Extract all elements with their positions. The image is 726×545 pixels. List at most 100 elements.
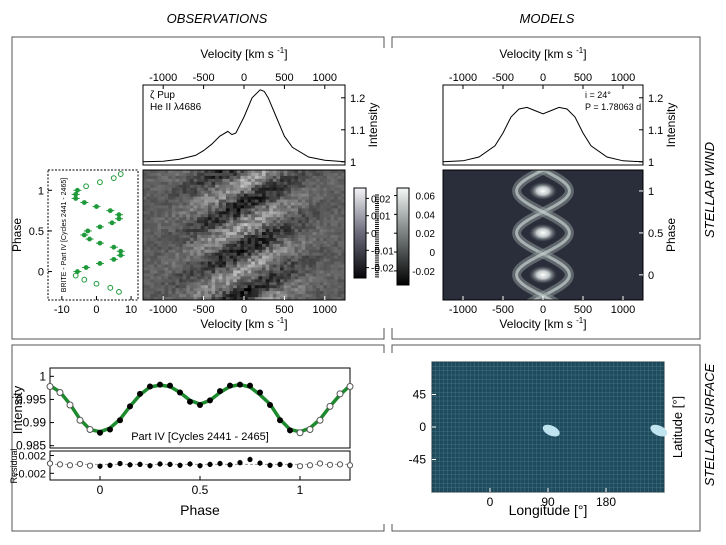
obs-dynamic-cell — [197, 235, 202, 239]
obs-dynamic-cell — [164, 175, 169, 180]
obs-dynamic-cell — [290, 243, 295, 248]
obs-dynamic-cell — [298, 217, 303, 221]
obs-dynamic-cell — [182, 202, 187, 206]
obs-dynamic-cell — [182, 220, 187, 224]
obs-dynamic-cell — [197, 297, 202, 301]
obs-dynamic-cell — [153, 276, 158, 280]
obs-dynamic-cell — [337, 223, 342, 227]
obs-dynamic-cell — [326, 267, 332, 271]
obs-dynamic-cell — [215, 282, 220, 286]
obs-dynamic-cell — [168, 184, 173, 189]
obs-dynamic-cell — [287, 249, 292, 254]
obs-dynamic-cell — [236, 243, 241, 248]
obs-dynamic-cell — [240, 211, 245, 215]
obs-dynamic-cell — [168, 220, 173, 224]
obs-dynamic-cell — [319, 232, 324, 236]
obs-dynamic-cell — [287, 246, 292, 251]
obs-dynamic-cell — [283, 258, 288, 263]
obs-dynamic-cell — [153, 184, 158, 189]
obs-dynamic-cell — [197, 294, 202, 298]
obs-dynamic-cell — [189, 211, 194, 215]
obs-dynamic-cell — [251, 226, 256, 230]
obs-dynamic-cell — [171, 208, 176, 212]
obs-dynamic-cell — [186, 276, 191, 280]
obs-dynamic-cell — [272, 175, 277, 180]
obs-dynamic-cell — [316, 258, 321, 263]
obs-dynamic-cell — [337, 258, 342, 263]
obs-dynamic-cell — [229, 214, 234, 218]
obs-dynamic-cell — [164, 249, 169, 254]
obs-dynamic-cell — [294, 294, 299, 298]
obs-dynamic-cell — [207, 205, 213, 209]
obs-dynamic-cell — [272, 267, 277, 271]
obs-dynamic-cell — [294, 273, 299, 277]
obs-dynamic-cell — [337, 285, 342, 289]
obs-dynamic-cell — [258, 220, 263, 224]
obs-dynamic-cell — [323, 273, 328, 277]
obs-dynamic-cell — [240, 246, 245, 251]
obs-dynamic-cell — [189, 240, 194, 245]
obs-dynamic-cell — [334, 279, 339, 283]
obs-dynamic-cell — [150, 193, 155, 198]
obs-dynamic-cell — [225, 170, 231, 174]
obs-dynamic-cell — [161, 232, 166, 236]
brite-point — [116, 212, 122, 218]
obs-dynamic-cell — [161, 270, 166, 274]
obs-dynamic-cell — [218, 267, 223, 271]
obs-dynamic-cell — [323, 223, 328, 227]
obs-dynamic-cell — [179, 255, 184, 260]
obs-dynamic-cell — [218, 178, 223, 183]
obs-dynamic-cell — [294, 297, 299, 301]
obs-dynamic-cell — [161, 214, 166, 218]
obs-dynamic-cell — [330, 193, 335, 198]
obs-dynamic-bottom-tick-label: 500 — [275, 304, 293, 316]
obs-dynamic-cell — [301, 282, 306, 286]
obs-dynamic-cell — [298, 258, 303, 263]
obs-dynamic-cell — [312, 172, 317, 177]
obs-dynamic-cell — [341, 223, 346, 227]
obs-dynamic-cell — [143, 181, 148, 186]
obs-dynamic-cell — [161, 190, 166, 195]
obs-dynamic-cell — [240, 220, 245, 224]
obs-dynamic-cell — [298, 246, 303, 251]
obs-dynamic-cell — [280, 196, 285, 201]
obs-dynamic-cell — [319, 205, 324, 209]
obs-dynamic-cell — [298, 291, 303, 295]
obs-dynamic-cell — [164, 276, 169, 280]
obs-dynamic-cell — [168, 190, 173, 195]
obs-dynamic-cell — [308, 184, 314, 189]
obs-dynamic-cell — [143, 226, 148, 230]
residual-open-point — [306, 462, 314, 469]
obs-dynamic-cell — [280, 273, 285, 277]
obs-dynamic-cell — [290, 297, 295, 301]
obs-dynamic-cell — [337, 214, 342, 218]
obs-dynamic-cell — [204, 282, 209, 286]
obs-dynamic-cell — [244, 240, 249, 245]
obs-dynamic-cell — [341, 184, 346, 189]
obs-dynamic-cell — [157, 282, 162, 286]
obs-dynamic-cell — [316, 181, 321, 186]
obs-dynamic-cell — [153, 243, 158, 248]
obs-dynamic-cell — [244, 249, 249, 254]
obs-dynamic-cell — [189, 243, 194, 248]
obs-dynamic-cell — [150, 214, 155, 218]
obs-dynamic-cell — [197, 217, 202, 221]
obs-dynamic-cell — [171, 175, 176, 180]
obs-dynamic-cell — [341, 190, 346, 195]
obs-dynamic-cell — [146, 229, 151, 233]
obs-dynamic-cell — [236, 240, 241, 245]
obs-dynamic-cell — [276, 229, 281, 233]
obs-dynamic-cell — [207, 282, 213, 286]
obs-dynamic-cell — [251, 297, 256, 301]
obs-dynamic-cell — [330, 240, 335, 245]
obs-dynamic-cell — [197, 175, 202, 180]
panel-frames — [11, 36, 701, 532]
obs-dynamic-cell — [290, 261, 295, 266]
obs-dynamic-cell — [153, 279, 158, 283]
obs-dynamic-cell — [171, 202, 176, 206]
obs-dynamic-cell — [193, 196, 198, 201]
obs-dynamic-cell — [326, 172, 332, 177]
obs-dynamic-cell — [225, 258, 231, 263]
obs-dynamic-cell — [164, 232, 169, 236]
obs-dynamic-cell — [262, 193, 267, 198]
